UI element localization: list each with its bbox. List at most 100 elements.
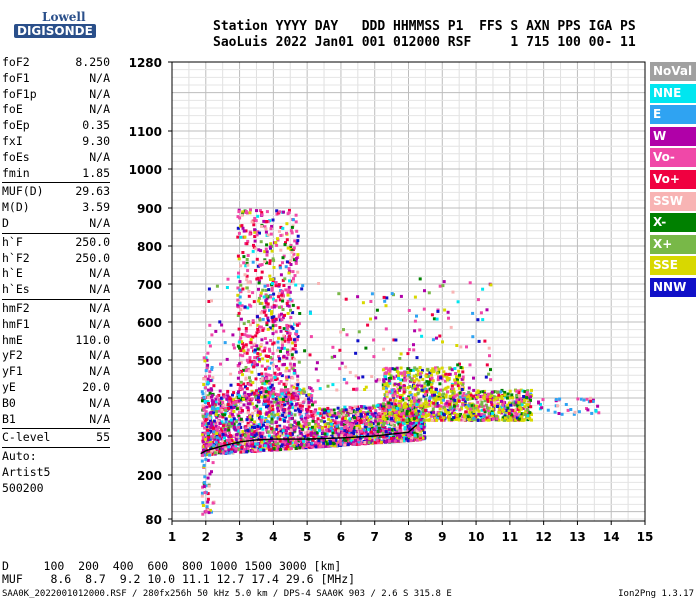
echo-point xyxy=(282,354,286,358)
echo-point xyxy=(227,451,231,455)
echo-point xyxy=(387,379,391,383)
echo-point xyxy=(216,441,220,445)
echo-point xyxy=(282,382,286,386)
echo-point xyxy=(306,433,310,437)
echo-point xyxy=(297,360,301,364)
echo-point xyxy=(413,295,417,299)
echo-point xyxy=(362,428,366,432)
echo-point xyxy=(463,403,467,407)
echo-point xyxy=(246,269,250,273)
echo-point xyxy=(225,286,229,289)
echo-point xyxy=(285,222,289,226)
echo-point xyxy=(259,420,263,424)
echo-point xyxy=(245,358,249,362)
echo-point xyxy=(504,395,508,399)
echo-point xyxy=(329,419,333,423)
echo-point xyxy=(245,418,249,422)
echo-point xyxy=(320,408,324,412)
echo-point xyxy=(257,399,261,403)
echo-point xyxy=(500,408,504,412)
echo-point xyxy=(333,419,337,423)
echo-point xyxy=(390,367,394,371)
echo-point xyxy=(406,386,410,390)
echo-point xyxy=(385,434,389,437)
echo-point xyxy=(281,226,285,230)
param-value: 250.0 xyxy=(75,250,110,265)
echo-point xyxy=(254,334,258,338)
echo-point xyxy=(210,366,214,369)
echo-point xyxy=(255,344,259,348)
echo-point xyxy=(361,301,365,305)
echo-point xyxy=(262,448,266,452)
echo-point xyxy=(585,397,589,401)
echo-point xyxy=(580,397,583,401)
echo-point xyxy=(293,420,297,424)
echo-point xyxy=(358,442,362,446)
echo-point xyxy=(427,291,431,295)
echo-point xyxy=(451,394,454,398)
echo-point xyxy=(404,418,408,422)
echo-point xyxy=(426,368,430,372)
echo-point xyxy=(357,421,361,425)
echo-point xyxy=(296,374,300,378)
echo-point xyxy=(375,436,379,440)
echo-point xyxy=(485,418,488,422)
echo-point xyxy=(399,432,403,436)
echo-point xyxy=(385,296,389,300)
echo-point xyxy=(282,388,286,392)
echo-point xyxy=(260,213,264,217)
echo-point xyxy=(256,363,259,367)
echo-point xyxy=(272,266,276,269)
echo-point xyxy=(292,426,296,430)
echo-point xyxy=(353,405,357,409)
echo-point xyxy=(374,379,378,383)
echo-point xyxy=(332,414,336,418)
echo-point xyxy=(221,413,225,417)
echo-point xyxy=(272,390,276,394)
echo-point xyxy=(293,441,297,445)
echo-point xyxy=(287,288,291,292)
param-row: h`F 250.0 xyxy=(2,235,110,251)
echo-point xyxy=(399,439,403,443)
echo-point xyxy=(296,424,300,428)
echo-point xyxy=(325,432,329,436)
echo-point xyxy=(343,405,347,409)
echo-point xyxy=(503,393,507,397)
echo-point xyxy=(388,390,392,394)
echo-point xyxy=(508,389,512,393)
echo-point xyxy=(448,414,451,418)
echo-point xyxy=(483,410,487,414)
echo-point xyxy=(352,426,356,429)
echo-point xyxy=(285,238,289,242)
echo-point xyxy=(494,397,498,401)
echo-point xyxy=(256,323,260,327)
echo-point xyxy=(210,470,213,474)
echo-point xyxy=(258,301,262,305)
echo-point xyxy=(486,392,490,396)
echo-point xyxy=(454,414,458,418)
echo-point xyxy=(231,415,235,418)
echo-point xyxy=(238,410,241,414)
echo-point xyxy=(349,442,353,446)
echo-point xyxy=(403,376,407,380)
echo-point xyxy=(427,399,431,403)
echo-point xyxy=(237,414,241,418)
echo-point xyxy=(408,403,412,407)
echo-point xyxy=(456,380,459,384)
echo-point xyxy=(335,442,339,446)
echo-point xyxy=(388,369,392,373)
echo-point xyxy=(240,387,244,391)
echo-point xyxy=(316,379,320,383)
echo-point xyxy=(279,448,282,451)
echo-point xyxy=(482,408,486,412)
echo-point xyxy=(430,411,433,415)
echo-point xyxy=(301,284,305,288)
echo-point xyxy=(265,294,269,298)
echo-point xyxy=(298,439,302,443)
echo-point xyxy=(438,393,442,397)
echo-traces xyxy=(200,208,601,516)
echo-point xyxy=(438,388,442,392)
echo-point xyxy=(241,395,245,399)
echo-point xyxy=(293,369,297,372)
echo-point xyxy=(206,431,210,435)
